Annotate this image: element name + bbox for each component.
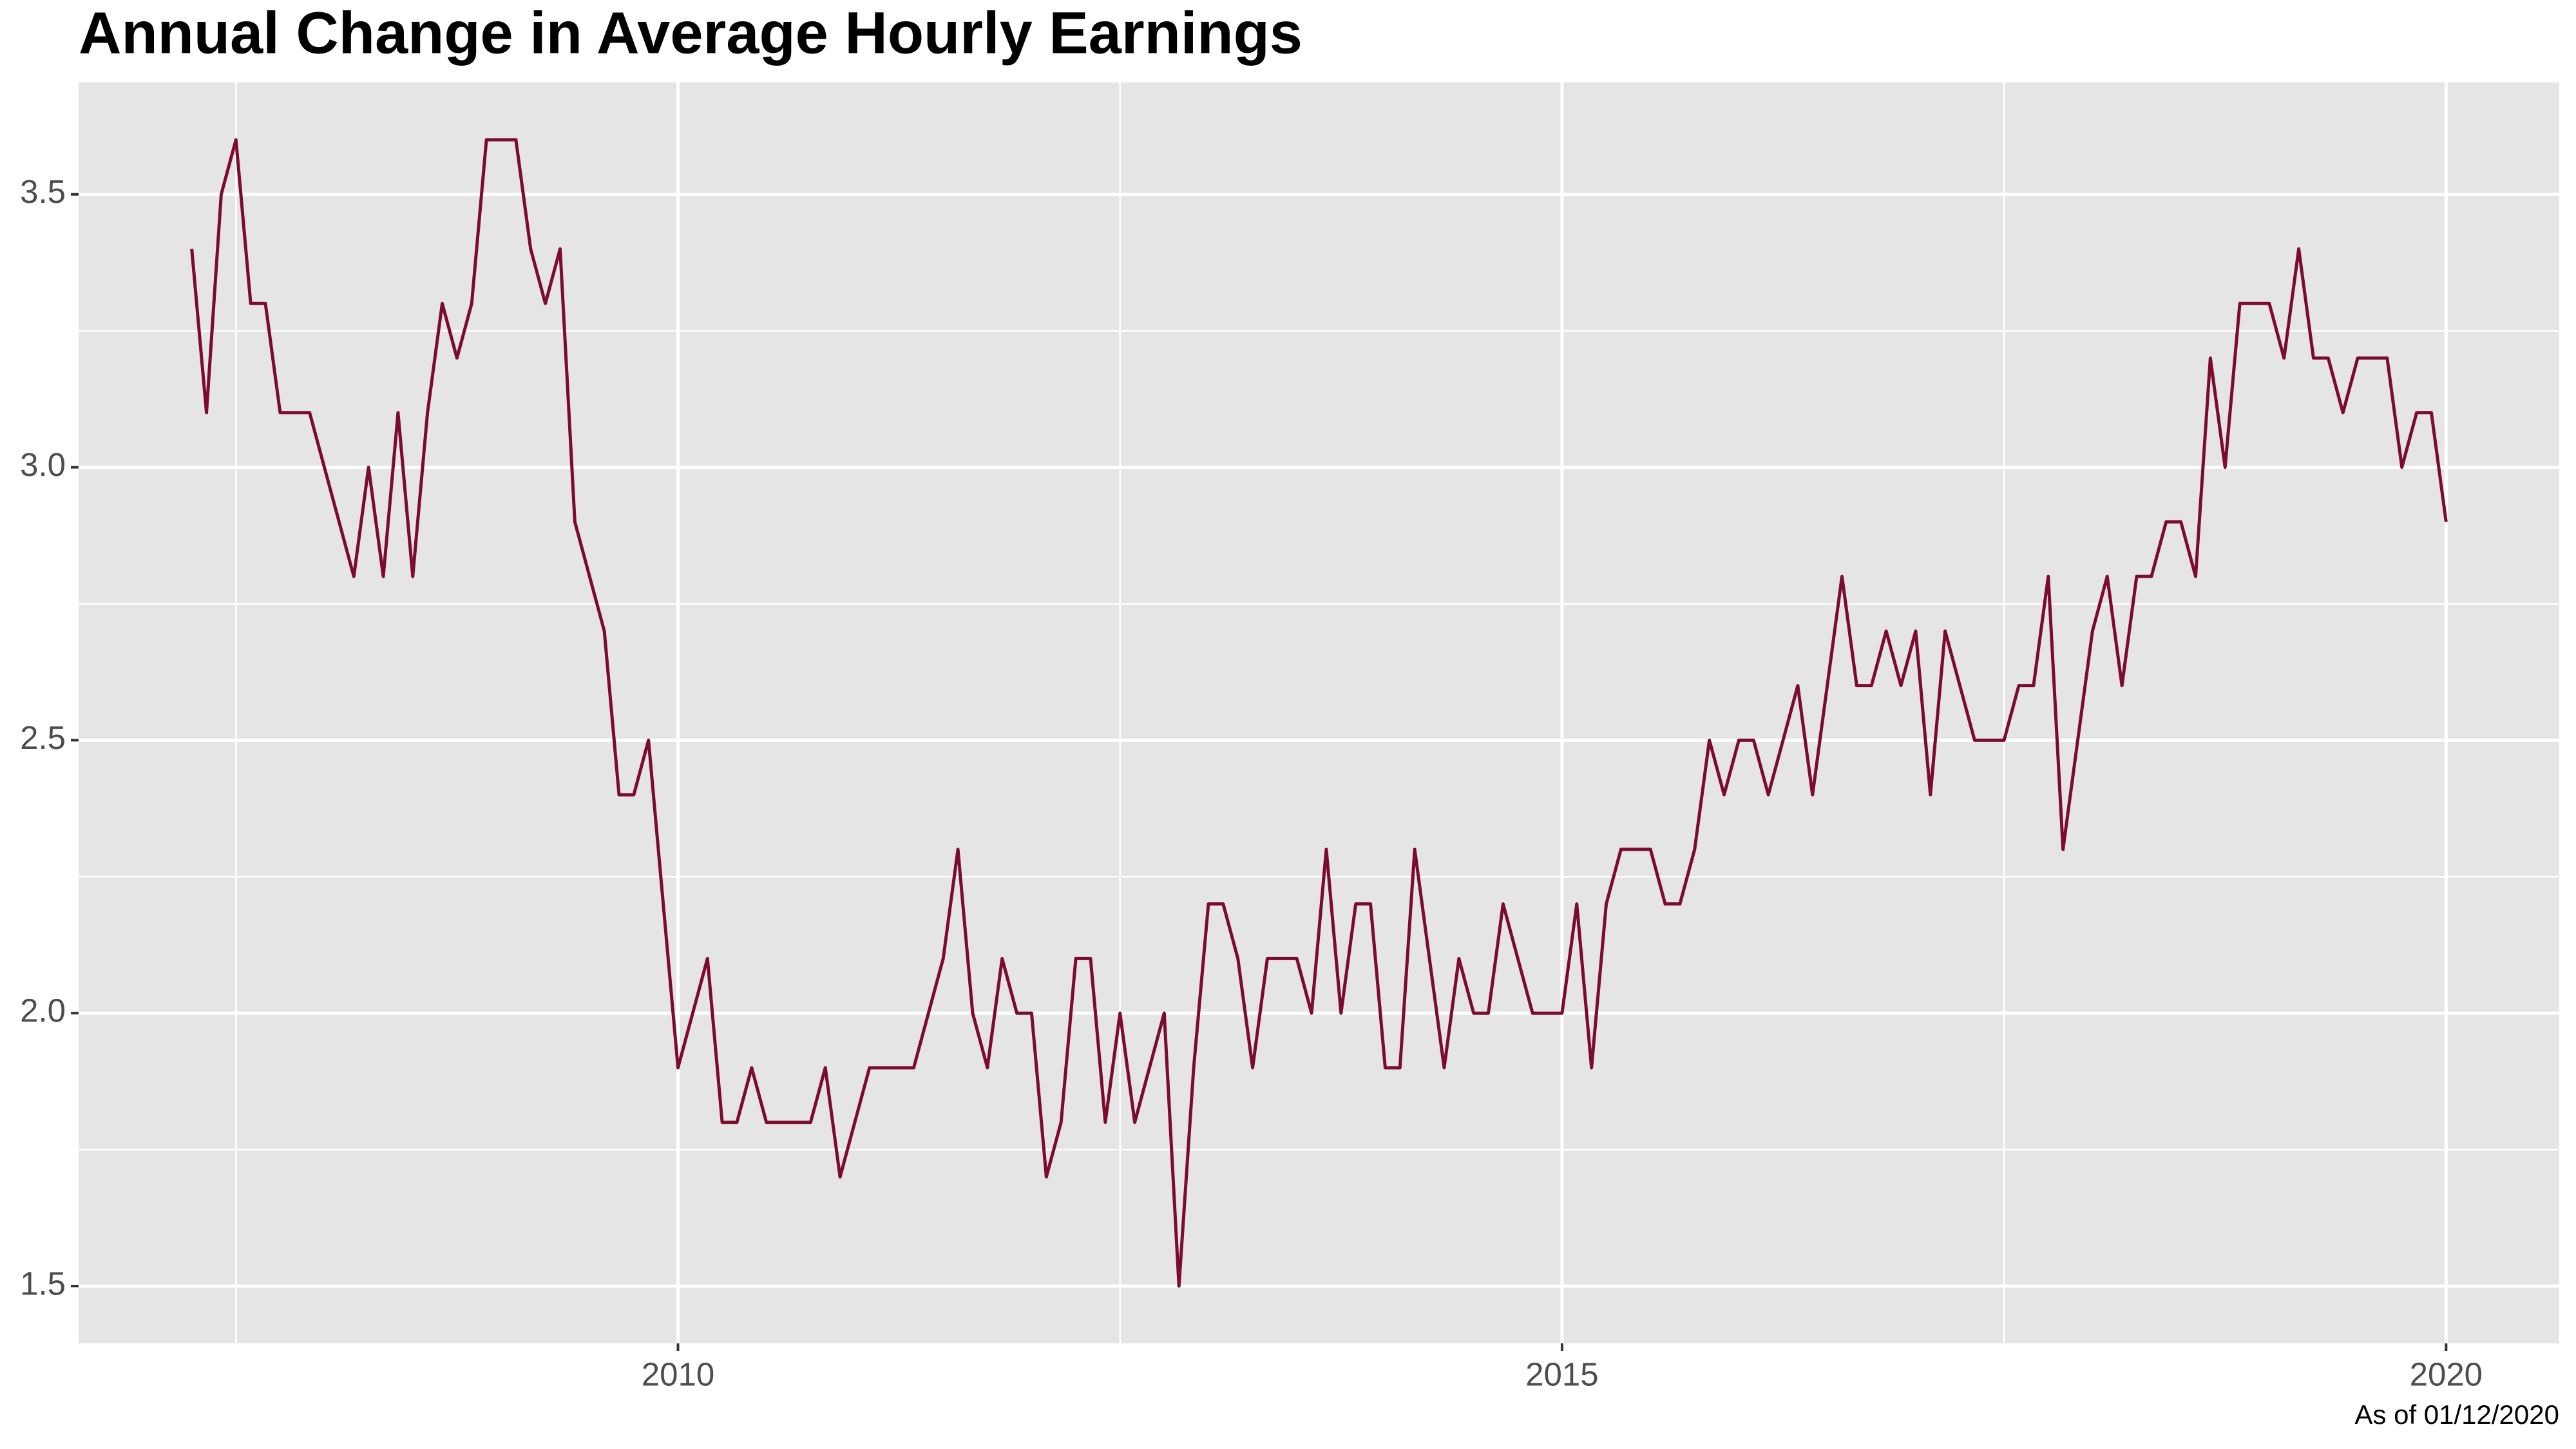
chart-title: Annual Change in Average Hourly Earnings [79,0,1302,66]
x-tick-label: 2015 [1525,1356,1598,1392]
data-line [190,138,2448,1288]
y-tick-label: 3.5 [20,173,66,210]
y-tick-label: 2.5 [20,719,66,756]
plot-panel [79,82,2559,1343]
y-tick-label: 1.5 [20,1265,66,1302]
y-tick-label: 2.0 [20,992,66,1029]
x-tick-label: 2010 [642,1356,714,1392]
y-tick-label: 3.0 [20,446,66,483]
x-tick-label: 2020 [2410,1356,2483,1392]
caption: As of 01/12/2020 [2354,1399,2559,1430]
